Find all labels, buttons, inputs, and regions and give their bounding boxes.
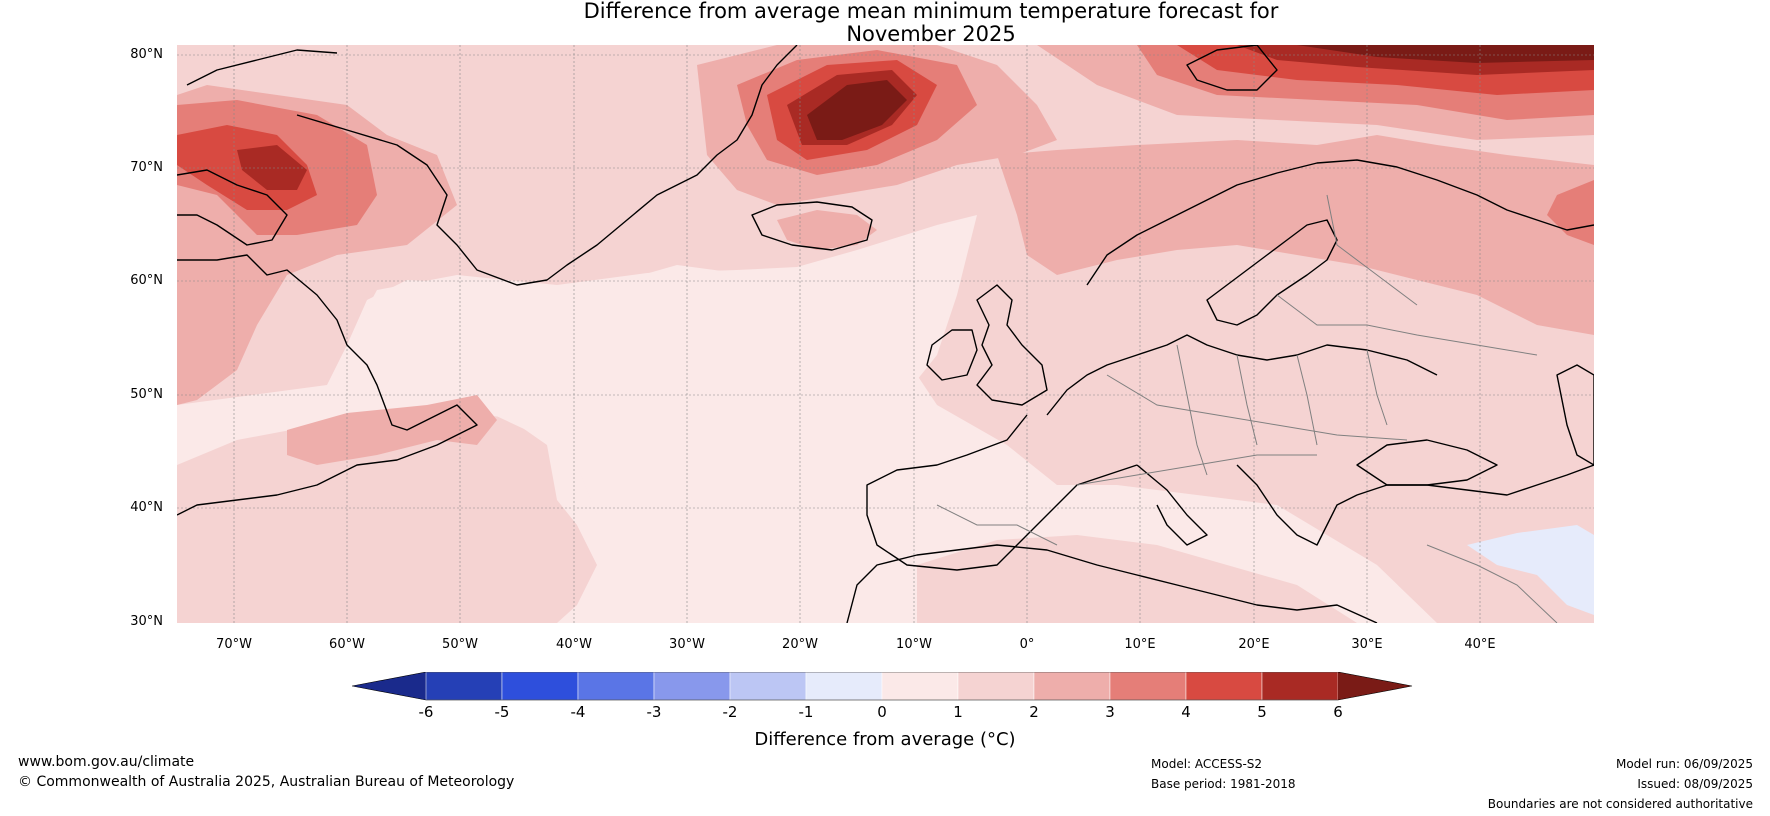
colorbar-cell <box>577 672 655 701</box>
colorbar-title: Difference from average (°C) <box>754 729 1016 750</box>
colorbar-outline <box>352 672 1413 701</box>
map-title: Difference from average mean minimum tem… <box>0 0 1770 46</box>
colorbar-tick-label: -3 <box>646 703 662 721</box>
coastline-baffin <box>177 169 288 246</box>
lon-label-40w: 40°W <box>556 637 592 652</box>
colorbar-extend-high <box>1338 672 1412 700</box>
colorbar-cell <box>653 672 731 701</box>
anomaly-2-3-newfoundland <box>287 395 497 465</box>
colorbar-tick-label: 1 <box>953 703 963 721</box>
anomaly-0-1-east-atlantic <box>347 215 977 623</box>
footer-url: www.bom.gov.au/climate <box>18 754 195 770</box>
colorbar-tick-label: 4 <box>1181 703 1191 721</box>
lat-label-60n: 60°N <box>130 273 163 288</box>
lat-label-30n: 30°N <box>130 614 163 629</box>
lon-label-0: 0° <box>1019 637 1035 652</box>
colorbar-extend-low <box>352 672 426 700</box>
footer-issued: Issued: 08/09/2025 <box>1637 777 1753 791</box>
colorbar-cell <box>957 672 1035 701</box>
lon-label-20w: 20°W <box>782 637 818 652</box>
gridlines <box>177 45 1594 623</box>
lat-label-70n: 70°N <box>130 160 163 175</box>
lon-label-30w: 30°W <box>669 637 705 652</box>
colorbar-tick-label: -5 <box>494 703 510 721</box>
coastlines <box>177 45 1594 623</box>
coastline-iceland <box>751 201 873 251</box>
footer-model: Model: ACCESS-S2 <box>1151 757 1263 771</box>
colorbar-tick-label: 6 <box>1333 703 1343 721</box>
colorbar-tick-label: -2 <box>722 703 738 721</box>
anomaly-minus1-0-middle-east <box>1467 525 1594 615</box>
lon-label-20e: 20°E <box>1238 637 1270 652</box>
lon-label-70w: 70°W <box>216 637 252 652</box>
coastline-europe <box>866 159 1594 571</box>
lat-label-40n: 40°N <box>130 500 163 515</box>
colorbar-tick-label: 2 <box>1029 703 1039 721</box>
colorbar-cell <box>729 672 807 701</box>
anomaly-2-3-iceland <box>777 210 877 250</box>
colorbar-tick-label: 3 <box>1105 703 1115 721</box>
footer-base-period: Base period: 1981-2018 <box>1151 777 1296 791</box>
colorbar-cell <box>501 672 579 701</box>
anomaly-1-2-atlantic-south <box>177 413 597 623</box>
footer-copyright: © Commonwealth of Australia 2025, Austra… <box>18 774 515 790</box>
anomaly-3-4-russia <box>1547 180 1594 245</box>
lon-label-40e: 40°E <box>1464 637 1496 652</box>
colorbar-cell <box>805 672 883 701</box>
anomaly-2-3-scandinavia <box>997 135 1594 335</box>
coastline-africa <box>846 544 1378 623</box>
coastline-svalbard <box>1186 45 1278 91</box>
lon-label-10e: 10°E <box>1124 637 1156 652</box>
colorbar-cells <box>352 672 1413 701</box>
anomaly-6plus-arctic <box>1297 45 1594 63</box>
country-borders <box>936 194 1558 623</box>
colorbar-tick-label: -6 <box>418 703 434 721</box>
coastline-labrador <box>177 254 478 516</box>
coastline-britain <box>976 284 1048 406</box>
footer-disclaimer: Boundaries are not considered authoritat… <box>1487 797 1753 811</box>
colorbar-tick-label: -4 <box>570 703 586 721</box>
colorbar-cell <box>1109 672 1187 701</box>
colorbar-cell <box>1261 672 1339 701</box>
colorbar <box>352 672 1413 701</box>
colorbar-cell <box>1185 672 1263 701</box>
lon-label-10w: 10°W <box>896 637 932 652</box>
colorbar-tick-label: 5 <box>1257 703 1267 721</box>
footer-model-run: Model run: 06/09/2025 <box>1615 757 1753 771</box>
lat-label-50n: 50°N <box>130 387 163 402</box>
coastline-greenland <box>186 45 798 286</box>
anomaly-5-6-baffin <box>237 145 307 190</box>
lon-label-60w: 60°W <box>329 637 365 652</box>
coastline-black-sea <box>1356 439 1498 486</box>
forecast-map <box>177 45 1594 623</box>
colorbar-cell <box>1033 672 1111 701</box>
coastline-ireland <box>926 329 978 381</box>
anomaly-6plus-greenland-east <box>807 80 907 140</box>
coastline-caspian <box>1556 364 1594 466</box>
map-title-line2: November 2025 <box>846 22 1016 46</box>
colorbar-tick-label: -1 <box>798 703 814 721</box>
colorbar-cell <box>425 672 503 701</box>
colorbar-cell <box>881 672 959 701</box>
colorbar-tick-label: 0 <box>877 703 887 721</box>
lat-label-80n: 80°N <box>130 47 163 62</box>
map-title-line1: Difference from average mean minimum tem… <box>583 0 1279 23</box>
lon-label-30e: 30°E <box>1351 637 1383 652</box>
lon-label-50w: 50°W <box>442 637 478 652</box>
forecast-map-svg <box>177 45 1594 623</box>
